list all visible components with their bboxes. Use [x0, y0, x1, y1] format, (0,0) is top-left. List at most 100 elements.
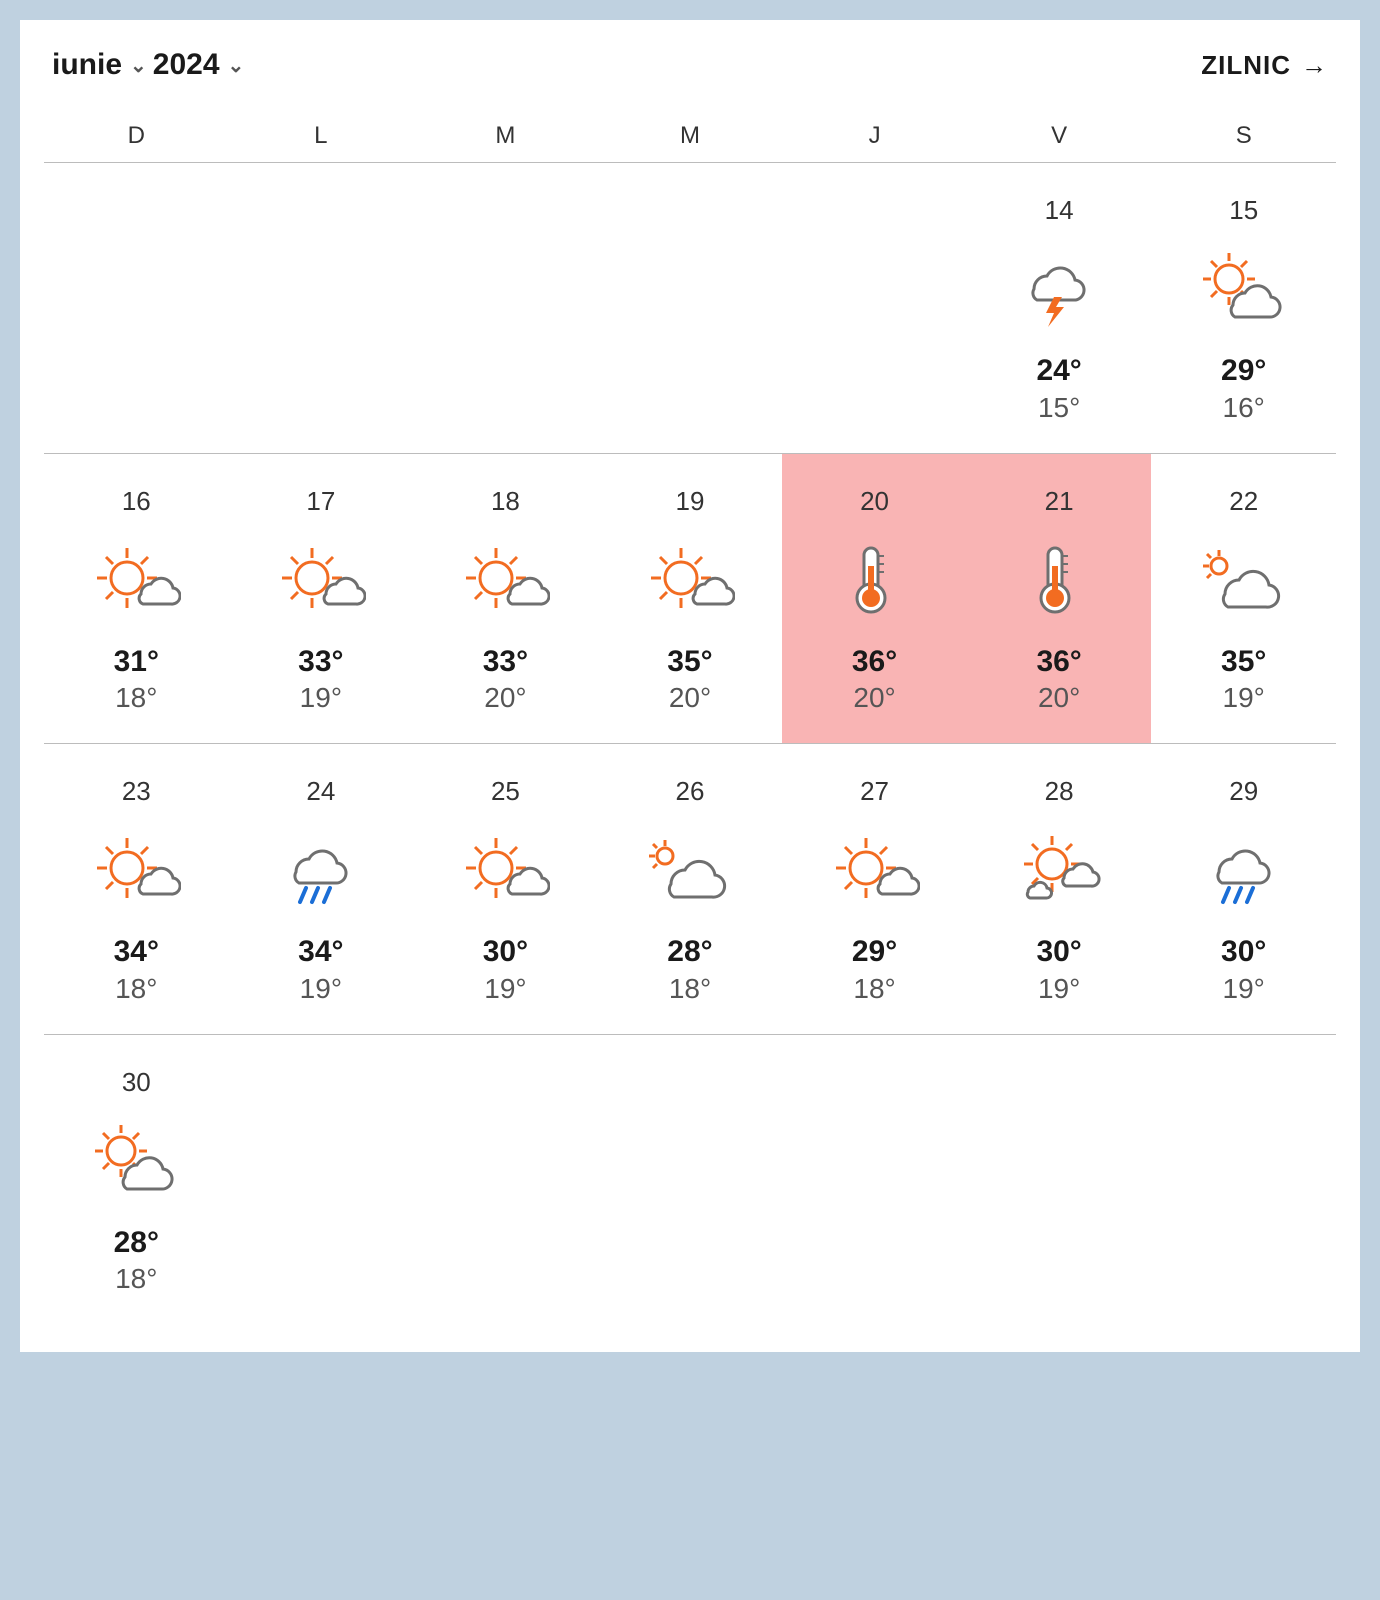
day-cell[interactable]: 1631°18° [44, 454, 229, 744]
temp-high: 30° [483, 933, 528, 971]
day-number: 26 [676, 776, 705, 807]
day-number: 22 [1229, 486, 1258, 517]
daily-label: ZILNIC [1201, 50, 1291, 81]
temperature-block: 34°18° [114, 933, 159, 1006]
day-cell[interactable]: 30 28°18° [44, 1035, 229, 1325]
temp-high: 30° [1036, 933, 1081, 971]
temperature-block: 28°18° [667, 933, 712, 1006]
temp-high: 30° [1221, 933, 1266, 971]
empty-cell [782, 163, 967, 453]
temperature-block: 28°18° [114, 1224, 159, 1297]
day-cell[interactable]: 17 33°19° [229, 454, 414, 744]
thermo-icon [1014, 535, 1104, 621]
temperature-block: 29°16° [1221, 352, 1266, 425]
day-number: 21 [1045, 486, 1074, 517]
weather-calendar: iunie ⌄ 2024 ⌄ ZILNIC → DLMMJVS 1424°15°… [20, 20, 1360, 1352]
day-cell[interactable]: 24 34°19° [229, 744, 414, 1034]
temp-low: 20° [1036, 680, 1081, 715]
day-header: D [44, 122, 229, 150]
sun-cloud-icon [91, 825, 181, 911]
day-cell[interactable]: 14 24°15° [967, 163, 1152, 453]
day-cell[interactable]: 21 36°20° [967, 454, 1152, 744]
day-cell[interactable]: 2930°19° [1151, 744, 1336, 1034]
temp-high: 29° [852, 933, 897, 971]
day-cell[interactable]: 20 36°20° [782, 454, 967, 744]
date-selectors: iunie ⌄ 2024 ⌄ [52, 48, 244, 82]
day-cell[interactable]: 22 35°19° [1151, 454, 1336, 744]
temp-low: 19° [1036, 971, 1081, 1006]
sun-cloud-icon [460, 535, 550, 621]
day-header: L [229, 122, 414, 150]
day-cell[interactable]: 23 34°18° [44, 744, 229, 1034]
day-number: 15 [1229, 195, 1258, 226]
day-header: V [967, 122, 1152, 150]
temp-high: 35° [667, 643, 712, 681]
temperature-block: 35°19° [1221, 643, 1266, 716]
day-number: 14 [1045, 195, 1074, 226]
temp-high: 28° [114, 1224, 159, 1262]
day-cell[interactable]: 18 33°20° [413, 454, 598, 744]
temp-high: 31° [114, 643, 159, 681]
empty-cell [413, 163, 598, 453]
chevron-down-icon: ⌄ [228, 53, 245, 78]
storm-icon [1014, 244, 1104, 330]
rain-icon [276, 825, 366, 911]
temperature-block: 36°20° [852, 643, 897, 716]
day-number: 30 [122, 1067, 151, 1098]
day-cell[interactable]: 2530°19° [413, 744, 598, 1034]
day-number: 20 [860, 486, 889, 517]
empty-cell [598, 163, 783, 453]
temperature-block: 33°20° [483, 643, 528, 716]
calendar-header: iunie ⌄ 2024 ⌄ ZILNIC → [44, 48, 1336, 82]
temp-high: 29° [1221, 352, 1266, 390]
calendar-week: 2334°18°2434°19°2530°19°2628°18°2729°18°… [44, 744, 1336, 1035]
day-number: 27 [860, 776, 889, 807]
temp-high: 34° [298, 933, 343, 971]
sun-cloud-big-icon [1199, 244, 1289, 330]
month-selector[interactable]: iunie ⌄ [52, 48, 147, 82]
day-cell[interactable]: 15 29°16° [1151, 163, 1336, 453]
day-header: M [413, 122, 598, 150]
temp-high: 35° [1221, 643, 1266, 681]
chevron-down-icon: ⌄ [130, 53, 147, 78]
year-selector[interactable]: 2024 ⌄ [153, 48, 245, 82]
temperature-block: 30°19° [1221, 933, 1266, 1006]
temp-high: 33° [298, 643, 343, 681]
temperature-block: 35°20° [667, 643, 712, 716]
day-number: 19 [676, 486, 705, 517]
day-number: 24 [306, 776, 335, 807]
temp-low: 19° [1221, 680, 1266, 715]
sun-cloud-icon [460, 825, 550, 911]
temp-high: 33° [483, 643, 528, 681]
day-number: 17 [306, 486, 335, 517]
temp-low: 20° [852, 680, 897, 715]
empty-cell [1151, 1035, 1336, 1325]
temp-high: 36° [1036, 643, 1081, 681]
temp-low: 18° [667, 971, 712, 1006]
temp-low: 19° [483, 971, 528, 1006]
temp-high: 24° [1036, 352, 1081, 390]
temperature-block: 24°15° [1036, 352, 1081, 425]
day-cell[interactable]: 27 29°18° [782, 744, 967, 1034]
day-number: 28 [1045, 776, 1074, 807]
day-cell[interactable]: 19 35°20° [598, 454, 783, 744]
day-number: 18 [491, 486, 520, 517]
temp-low: 18° [114, 971, 159, 1006]
temp-high: 34° [114, 933, 159, 971]
empty-cell [413, 1035, 598, 1325]
temp-high: 36° [852, 643, 897, 681]
day-cell[interactable]: 28 30°19° [967, 744, 1152, 1034]
daily-view-button[interactable]: ZILNIC → [1201, 50, 1328, 81]
temp-low: 19° [298, 971, 343, 1006]
temp-low: 16° [1221, 390, 1266, 425]
calendar-week: 30 28°18° [44, 1035, 1336, 1325]
day-cell[interactable]: 26 28°18° [598, 744, 783, 1034]
day-header: S [1151, 122, 1336, 150]
temp-low: 19° [298, 680, 343, 715]
temperature-block: 29°18° [852, 933, 897, 1006]
cloud-sun-small-icon [1199, 535, 1289, 621]
calendar-week: 1631°18°1733°19°1833°20°1935°20°2036°20°… [44, 454, 1336, 745]
empty-cell [44, 163, 229, 453]
temp-low: 18° [114, 680, 159, 715]
day-number: 23 [122, 776, 151, 807]
